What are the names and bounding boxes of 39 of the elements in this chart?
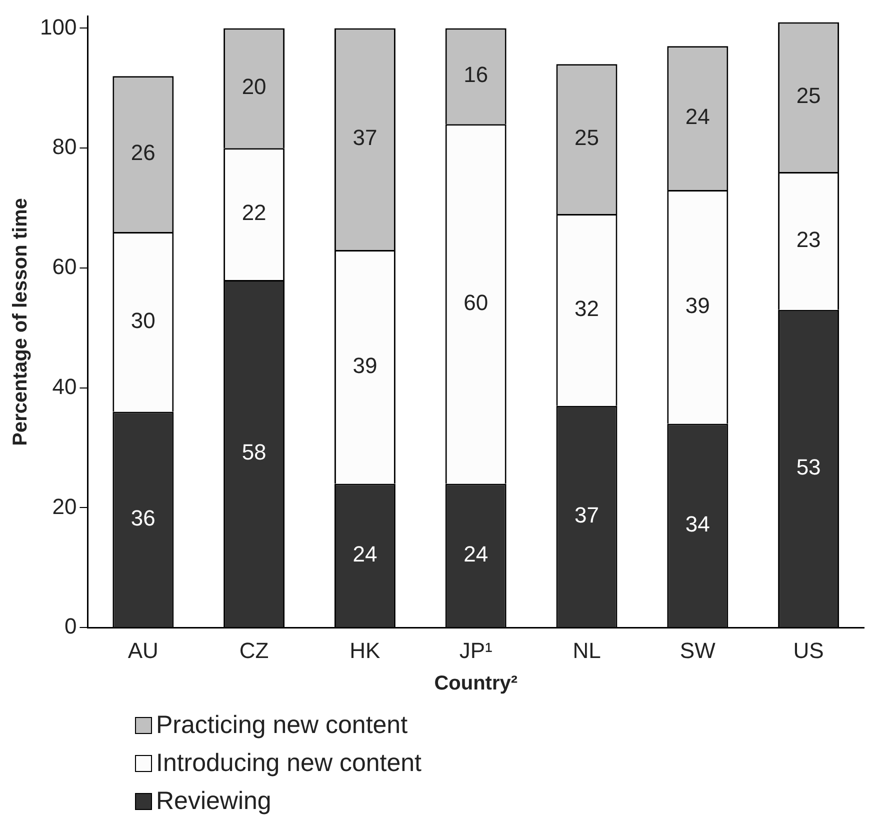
x-tick-label: CZ xyxy=(239,638,269,663)
data-label: 22 xyxy=(242,200,266,226)
y-tick-label: 40 xyxy=(52,374,77,399)
data-label: 36 xyxy=(130,506,156,531)
data-label: 24 xyxy=(464,541,488,566)
data-label: 25 xyxy=(796,83,821,108)
data-label: 32 xyxy=(574,296,599,321)
y-tick-label: 0 xyxy=(64,614,77,639)
x-tick-label: AU xyxy=(128,638,158,663)
y-tick-label: 20 xyxy=(52,494,77,519)
y-tick-label: 60 xyxy=(52,254,77,280)
data-label: 37 xyxy=(352,125,378,150)
x-tick-label: JP¹ xyxy=(459,638,492,663)
data-label: 39 xyxy=(685,292,710,318)
x-tick-label: SW xyxy=(680,638,716,663)
data-label: 24 xyxy=(685,104,710,130)
y-tick-label: 100 xyxy=(40,14,77,40)
x-tick-label: HK xyxy=(350,638,381,663)
data-label: 26 xyxy=(130,140,156,166)
x-tick-label: US xyxy=(793,638,824,663)
data-label: 23 xyxy=(796,227,821,252)
data-label: 39 xyxy=(352,352,378,378)
data-label: 16 xyxy=(464,62,488,88)
data-label: 53 xyxy=(796,454,821,480)
data-label: 25 xyxy=(574,125,599,150)
y-axis-title: Percentage of lesson time xyxy=(10,198,32,446)
data-label: 34 xyxy=(685,512,710,537)
x-axis-title: Country² xyxy=(434,672,518,695)
data-label: 37 xyxy=(574,502,599,528)
data-label: 30 xyxy=(130,308,156,333)
data-label: 58 xyxy=(242,440,266,465)
legend-label: Reviewing xyxy=(156,786,272,817)
data-label: 24 xyxy=(352,541,378,566)
x-tick-label: NL xyxy=(572,638,601,663)
legend-label: Introducing new content xyxy=(156,748,422,779)
data-label: 60 xyxy=(464,290,488,315)
data-label: 20 xyxy=(242,74,266,100)
legend-label: Practicing new content xyxy=(156,710,408,741)
y-tick-label: 80 xyxy=(52,134,77,160)
